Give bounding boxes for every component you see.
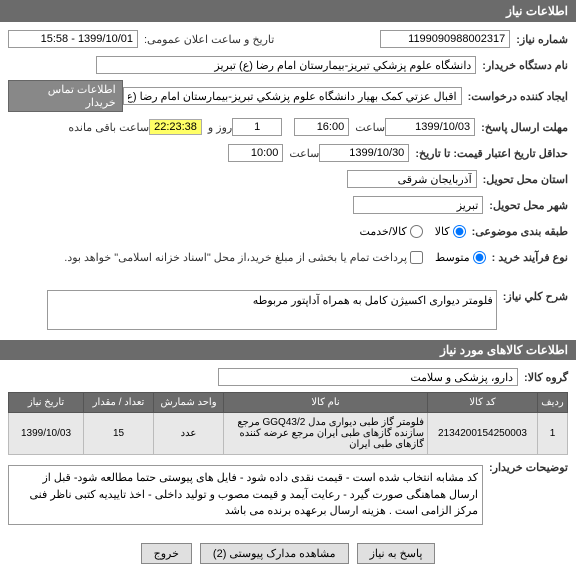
budget-label: طبقه بندی موضوعی: — [472, 225, 568, 238]
remaining-label: ساعت باقی مانده — [68, 121, 149, 134]
close-button[interactable]: خروج — [141, 543, 192, 564]
items-section-header: اطلاعات کالاهای مورد نیاز — [0, 340, 576, 360]
need-number-field[interactable] — [380, 30, 510, 48]
cell-idx: 1 — [538, 413, 568, 455]
budget-goods-option[interactable]: کالا — [435, 225, 466, 238]
delivery-city-label: شهر محل تحویل: — [489, 199, 568, 212]
days-label: روز و — [208, 121, 232, 134]
cell-unit: عدد — [154, 413, 224, 455]
bottom-buttons: پاسخ به نیاز مشاهده مدارک پیوستی (2) خرو… — [0, 535, 576, 572]
col-date: تاریخ نیاز — [9, 393, 84, 413]
desc-field[interactable] — [47, 290, 497, 330]
items-table: ردیف کد کالا نام کالا واحد شمارش تعداد /… — [8, 392, 568, 455]
buyer-notes-label: توضیحات خریدار: — [489, 461, 568, 474]
public-datetime-label: تاریخ و ساعت اعلان عمومی: — [144, 33, 274, 46]
buyer-notes-box: کد مشابه انتخاب شده است - قیمت نقدی داده… — [8, 465, 483, 525]
saat-label-2: ساعت — [289, 147, 319, 160]
price-validity-time-field[interactable] — [228, 144, 283, 162]
need-number-label: شماره نیاز: — [516, 33, 568, 46]
reply-time-field[interactable] — [294, 118, 349, 136]
purchase-medium-radio[interactable] — [473, 251, 486, 264]
purchase-type-group: متوسط — [435, 251, 486, 264]
public-datetime-field[interactable] — [8, 30, 138, 48]
goods-group-field[interactable] — [218, 368, 518, 386]
table-row[interactable]: 1 2134200154250003 فلومتر گاز طبی دیواری… — [9, 413, 568, 455]
cell-name: فلومتر گاز طبی دیواری مدل GGQ43/2 مرجع س… — [224, 413, 428, 455]
attachments-button[interactable]: مشاهده مدارک پیوستی (2) — [200, 543, 349, 564]
days-remaining-field[interactable] — [232, 118, 282, 136]
form-area: شماره نیاز: تاریخ و ساعت اعلان عمومی: نا… — [0, 22, 576, 340]
col-name: نام کالا — [224, 393, 428, 413]
goods-group-label: گروه کالا: — [524, 371, 568, 384]
items-area: گروه کالا: ردیف کد کالا نام کالا واحد شم… — [0, 360, 576, 535]
delivery-city-field[interactable] — [353, 196, 483, 214]
answer-button[interactable]: پاسخ به نیاز — [357, 543, 436, 564]
partial-pay-option[interactable]: پرداخت تمام یا بخشی از مبلغ خرید،از محل … — [64, 251, 423, 264]
budget-goods-label: کالا — [435, 225, 450, 238]
col-code: کد کالا — [428, 393, 538, 413]
price-validity-label: حداقل تاریخ اعتبار قیمت: تا تاریخ: — [415, 147, 568, 160]
delivery-province-label: استان محل تحویل: — [483, 173, 568, 186]
cell-date: 1399/10/03 — [9, 413, 84, 455]
hours-remaining: 22:23:38 — [149, 119, 202, 135]
purchase-medium-label: متوسط — [435, 251, 470, 264]
budget-service-label: کالا/خدمت — [360, 225, 407, 238]
page-header: اطلاعات نیاز — [0, 0, 576, 22]
price-validity-date-field[interactable] — [319, 144, 409, 162]
cell-qty: 15 — [84, 413, 154, 455]
purchase-medium-option[interactable]: متوسط — [435, 251, 486, 264]
partial-pay-label: پرداخت تمام یا بخشی از مبلغ خرید،از محل … — [64, 251, 407, 264]
creator-label: ایجاد کننده درخواست: — [468, 90, 568, 103]
reply-deadline-label: مهلت ارسال پاسخ: — [481, 121, 568, 134]
budget-service-option[interactable]: کالا/خدمت — [360, 225, 423, 238]
col-row: ردیف — [538, 393, 568, 413]
buyer-org-label: نام دستگاه خریدار: — [482, 59, 568, 72]
contact-buyer-button[interactable]: اطلاعات تماس خریدار — [8, 80, 123, 112]
col-qty: تعداد / مقدار — [84, 393, 154, 413]
col-unit: واحد شمارش — [154, 393, 224, 413]
saat-label-1: ساعت — [355, 121, 385, 134]
reply-date-field[interactable] — [385, 118, 475, 136]
partial-pay-checkbox[interactable] — [410, 251, 423, 264]
desc-label: شرح کلي نیاز: — [503, 290, 568, 303]
budget-goods-radio[interactable] — [453, 225, 466, 238]
creator-field[interactable] — [123, 87, 462, 105]
delivery-province-field[interactable] — [347, 170, 477, 188]
budget-radio-group: کالا کالا/خدمت — [360, 225, 466, 238]
budget-service-radio[interactable] — [410, 225, 423, 238]
cell-code: 2134200154250003 — [428, 413, 538, 455]
purchase-type-label: نوع فرآیند خرید : — [492, 251, 568, 264]
buyer-org-field[interactable] — [96, 56, 476, 74]
